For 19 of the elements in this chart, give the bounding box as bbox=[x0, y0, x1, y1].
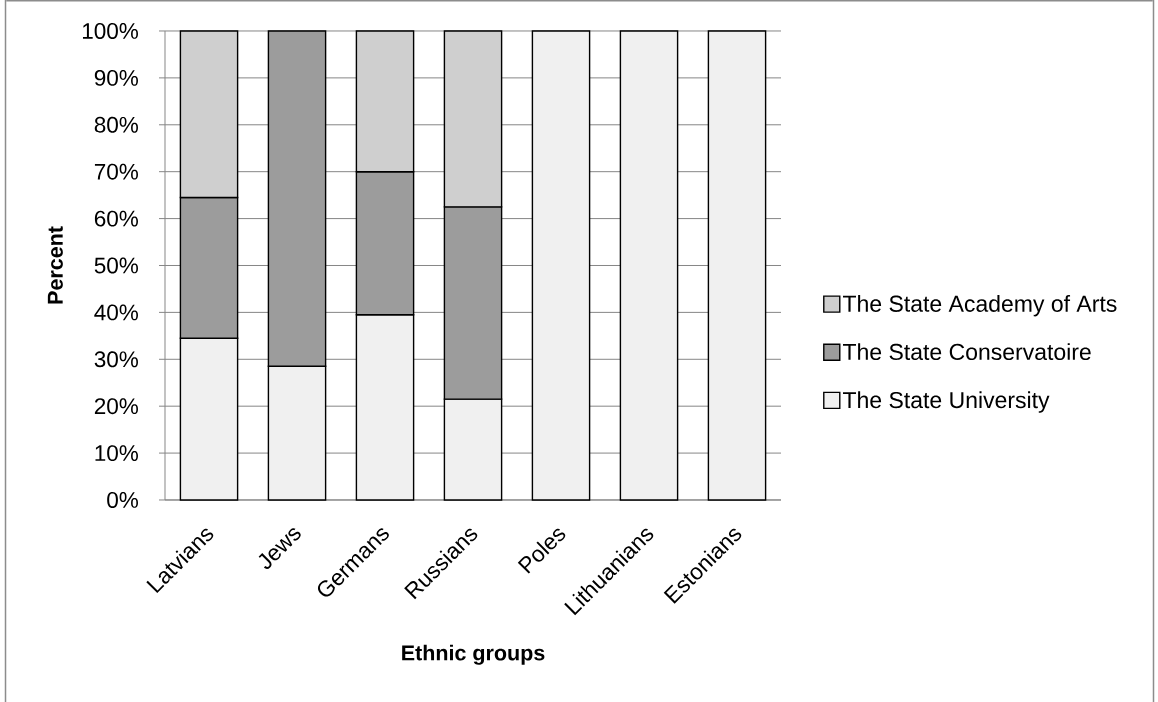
bar bbox=[707, 30, 767, 501]
y-tick-label: 0% bbox=[107, 492, 138, 508]
legend-label: The State Conservatoire bbox=[843, 343, 1091, 361]
y-tick-label: 100% bbox=[82, 23, 138, 39]
y-tick-label: 90% bbox=[94, 69, 138, 86]
bar bbox=[619, 30, 679, 501]
y-tick-label: 50% bbox=[94, 257, 138, 274]
y-tick-label: 10% bbox=[95, 445, 138, 462]
y-tick-label: 60% bbox=[94, 210, 138, 227]
bar bbox=[531, 30, 591, 501]
y-tick-label: 30% bbox=[94, 351, 138, 368]
x-axis-title: Ethnic groups bbox=[402, 644, 545, 665]
y-axis-title: Percent bbox=[47, 226, 63, 304]
y-tick-label: 20% bbox=[94, 398, 138, 415]
legend-label: The State University bbox=[843, 391, 1050, 413]
y-tick-label: 40% bbox=[94, 304, 138, 321]
y-tick-label: 70% bbox=[94, 163, 138, 180]
y-tick-label: 80% bbox=[94, 116, 138, 133]
legend-label: The State Academy of Arts bbox=[843, 295, 1117, 317]
